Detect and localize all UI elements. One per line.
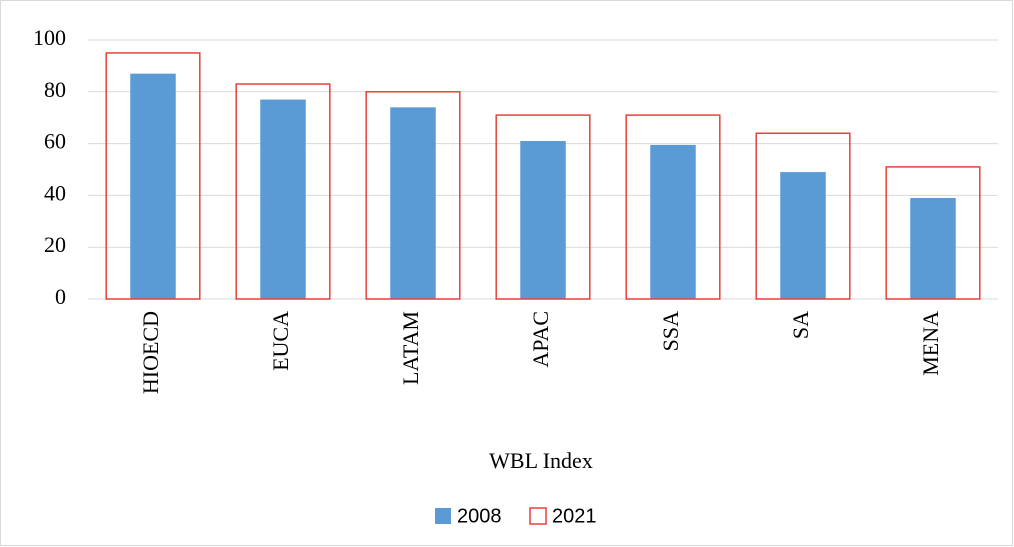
x-tick-label: HIOECD: [138, 311, 163, 394]
y-tick-label: 100: [33, 25, 66, 50]
bar-outline: [625, 114, 721, 300]
bar-outline: [105, 52, 201, 300]
bar: [130, 73, 176, 299]
legend-label: 2021: [552, 505, 597, 527]
y-tick-label: 40: [44, 180, 66, 205]
x-axis-title: WBL Index: [489, 448, 593, 473]
bar-outline: [885, 166, 981, 300]
legend-label: 2008: [457, 505, 502, 527]
x-tick-label: MENA: [918, 311, 943, 376]
x-tick-label: LATAM: [398, 311, 423, 385]
bar: [780, 172, 826, 299]
y-tick-label: 20: [44, 232, 66, 257]
legend-swatch: [529, 507, 547, 525]
bar: [910, 197, 956, 299]
x-tick-label: APAC: [528, 311, 553, 368]
x-tick-label: EUCA: [268, 311, 293, 371]
bar-outline: [755, 132, 851, 300]
bar: [260, 99, 306, 299]
y-tick-label: 0: [55, 284, 66, 309]
bar-outline: [365, 91, 461, 300]
legend-swatch: [435, 508, 451, 524]
y-tick-label: 80: [44, 77, 66, 102]
bar-outline: [235, 83, 331, 300]
bar: [520, 141, 566, 299]
bar: [390, 107, 436, 299]
bar: [650, 144, 696, 299]
x-tick-label: SSA: [658, 311, 683, 351]
bar-outline: [495, 114, 591, 300]
x-tick-label: SA: [788, 311, 813, 339]
y-tick-label: 60: [44, 129, 66, 154]
